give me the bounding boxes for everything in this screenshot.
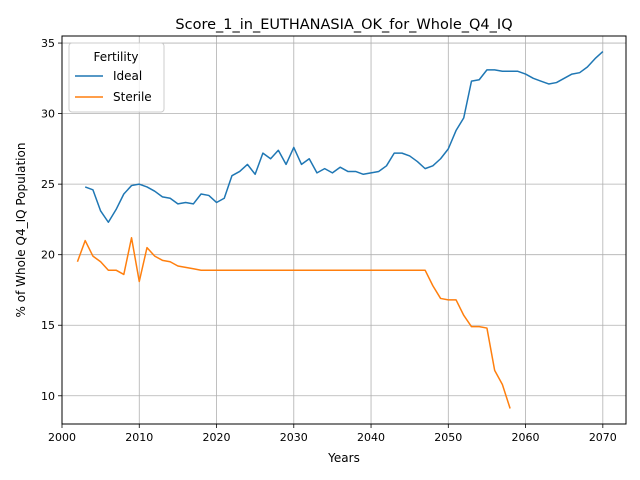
chart-title: Score_1_in_EUTHANASIA_OK_for_Whole_Q4_IQ [175,17,512,33]
x-tick-label: 2050 [434,431,462,444]
x-axis-label: Years [327,451,360,465]
y-axis-label: % of Whole Q4_IQ Population [14,143,28,318]
series-line-ideal [84,50,604,223]
x-tick-label: 2010 [125,431,153,444]
legend-title: Fertility [93,50,138,64]
x-tick-label: 2040 [357,431,385,444]
grid [61,36,626,424]
y-tick-label: 30 [41,108,55,121]
x-tick-label: 2000 [48,431,76,444]
x-tick-label: 2030 [280,431,308,444]
x-tick-label: 2020 [203,431,231,444]
legend-label-sterile: Sterile [113,90,152,104]
y-tick-label: 10 [41,390,55,403]
legend: Fertility Ideal Sterile [68,42,165,113]
y-tick-label: 25 [41,178,55,191]
y-tick-label: 35 [41,37,55,50]
y-tick-label: 20 [41,249,55,262]
x-tick-label: 2060 [512,431,540,444]
x-tick-label: 2070 [589,431,617,444]
plot-area-frame [61,35,627,425]
series-line-sterile [76,237,511,409]
axis-ticks: 2000 2010 2020 2030 2040 2050 2060 2070 10 15 20 25… [41,37,617,444]
legend-box [68,42,165,113]
series-lines [76,50,604,409]
legend-label-ideal: Ideal [113,69,142,83]
y-tick-label: 15 [41,319,55,332]
